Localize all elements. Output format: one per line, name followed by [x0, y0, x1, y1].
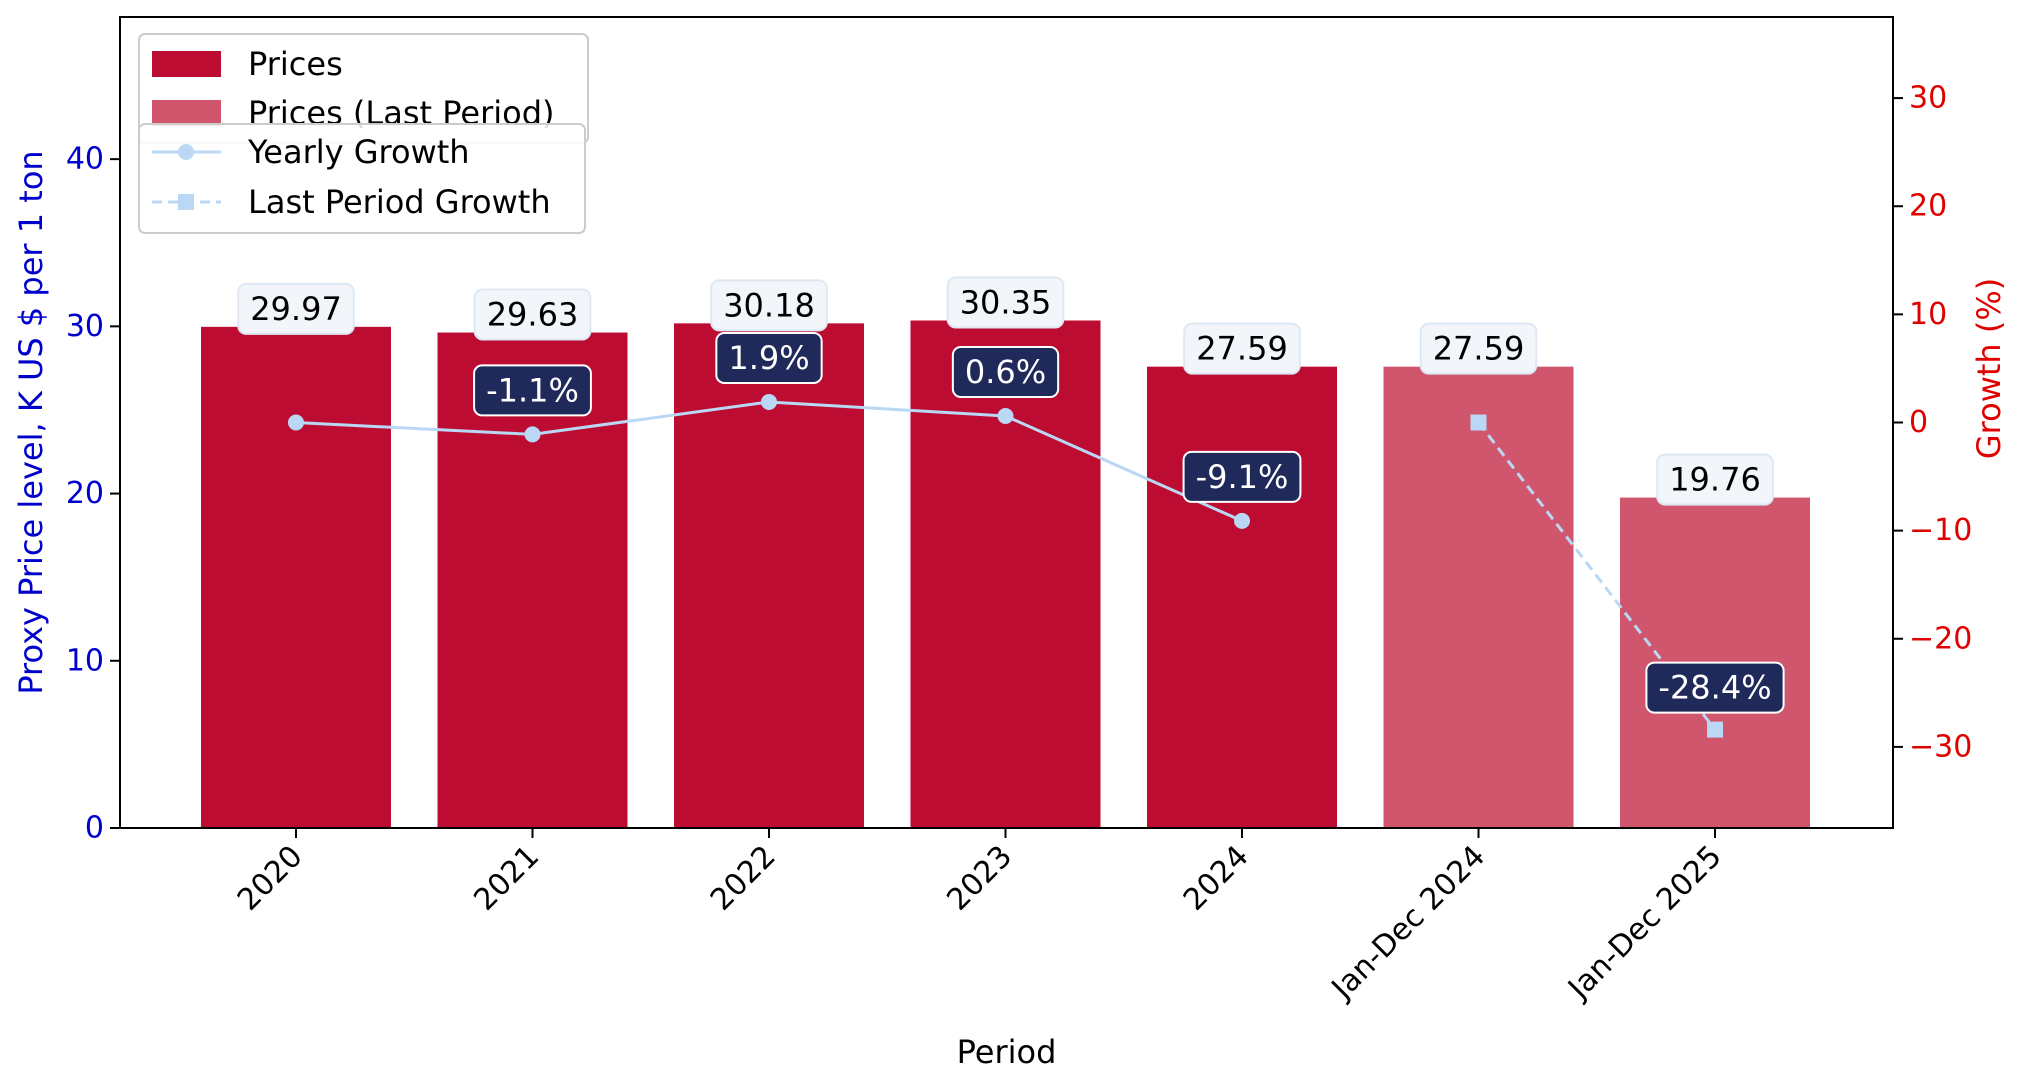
yearly-growth-label-2-box [715, 331, 823, 384]
x-tick-label-3: 2023 [940, 839, 1019, 918]
bar-value-label-4-box [1183, 322, 1301, 375]
left-axis-title: Proxy Price level, K US $ per 1 ton [12, 150, 50, 694]
bar-value-label-5-text: 27.59 [1433, 330, 1525, 368]
bar-value-label-3: 30.35 [946, 276, 1065, 329]
bar-value-label-5: 27.59 [1419, 322, 1538, 375]
yearly-growth-marker-4 [1234, 512, 1250, 529]
right-tick-label-0: −30 [1909, 729, 1972, 764]
legend-lines-box [138, 123, 586, 234]
bar-value-label-6-text: 19.76 [1669, 461, 1761, 499]
yearly-growth-label-4-text: -9.1% [1196, 458, 1289, 496]
left-tick-label-1: 10 [66, 643, 104, 678]
left-tick-label-3: 30 [66, 309, 104, 344]
bar-value-label-2: 30.18 [710, 279, 828, 332]
yearly-growth-label-2: 1.9% [715, 331, 823, 384]
last-period-growth-label-1-text: -28.4% [1658, 669, 1771, 707]
yearly-growth-label-1-text: -1.1% [486, 371, 579, 409]
x-tick-label-5: Jan-Dec 2024 [1324, 839, 1492, 1007]
x-axis-title: Period [957, 1033, 1057, 1071]
bars-layer [201, 320, 1810, 828]
right-tick-label-5: 20 [1909, 189, 1947, 224]
yearly-growth-label-4: -9.1% [1182, 450, 1302, 503]
bar-value-label-6-box [1656, 453, 1774, 506]
last-period-growth-marker-1 [1707, 721, 1723, 738]
legend-yearly-marker [178, 144, 194, 160]
bar-value-label-2-text: 30.18 [723, 286, 815, 324]
legend-prices-swatch [152, 51, 221, 77]
yearly-growth-label-3: 0.6% [951, 346, 1060, 399]
bar-value-label-1-box [473, 288, 592, 341]
yearly-growth-label-2-text: 1.9% [728, 339, 809, 377]
left-tick-label-0: 0 [85, 811, 104, 846]
legend-prices-label: Prices [248, 45, 343, 83]
legend-last-label: Last Period Growth [248, 183, 551, 221]
last-period-growth-marker-0 [1470, 414, 1487, 431]
bar-value-label-0: 29.97 [237, 282, 355, 335]
right-tick-label-6: 30 [1909, 81, 1947, 116]
bar-value-label-2-box [710, 279, 828, 332]
bar-0 [201, 326, 391, 828]
right-axis-title: Growth (%) [1970, 278, 2008, 459]
bar-value-label-3-text: 30.35 [960, 283, 1052, 321]
bar-value-label-4: 27.59 [1183, 322, 1301, 375]
yearly-growth-marker-0 [288, 414, 304, 431]
yearly-growth-label-1: -1.1% [473, 364, 592, 417]
legend-prices-last-swatch [152, 100, 221, 126]
right-tick-label-3: 0 [1909, 405, 1928, 440]
last-period-growth-label-1: -28.4% [1645, 661, 1785, 714]
bar-value-label-0-box [237, 282, 355, 335]
x-tick-label-4: 2024 [1177, 839, 1256, 918]
labels-layer: 29.97 29.63 30.18 30.35 27.59 27.59 19.76 -1.1%… [237, 276, 1785, 714]
bar-value-label-0-text: 29.97 [250, 290, 342, 328]
left-tick-label-4: 40 [66, 142, 104, 177]
bar-value-label-3-box [946, 276, 1065, 329]
bar-value-label-4-text: 27.59 [1196, 330, 1288, 368]
bar-value-label-6: 19.76 [1656, 453, 1774, 506]
bar-3 [910, 320, 1101, 828]
right-tick-label-4: 10 [1909, 297, 1947, 332]
last-period-growth-label-1-box [1645, 661, 1785, 714]
yearly-growth-label-4-box [1182, 450, 1302, 503]
yearly-growth-label-1-box [473, 364, 592, 417]
yearly-growth-label-3-text: 0.6% [965, 353, 1046, 391]
x-tick-label-6: Jan-Dec 2025 [1560, 839, 1728, 1007]
bar-4 [1147, 366, 1337, 828]
x-tick-label-0: 2020 [231, 839, 310, 918]
yearly-growth-label-3-box [951, 346, 1060, 399]
x-tick-label-2: 2022 [704, 839, 783, 918]
bar-value-label-5-box [1419, 322, 1538, 375]
legend-last-marker [178, 194, 194, 210]
right-tick-label-2: −10 [1909, 513, 1972, 548]
yearly-growth-marker-1 [524, 426, 541, 443]
left-tick-label-2: 20 [66, 476, 104, 511]
yearly-growth-marker-3 [997, 408, 1014, 425]
legend-yearly-label: Yearly Growth [247, 133, 470, 171]
right-tick-label-1: −20 [1909, 621, 1972, 656]
x-tick-label-1: 2021 [467, 839, 546, 918]
yearly-growth-marker-2 [761, 393, 777, 410]
bar-value-label-1-text: 29.63 [487, 296, 579, 334]
bar-value-label-1: 29.63 [473, 288, 592, 341]
bar-5 [1383, 366, 1574, 828]
